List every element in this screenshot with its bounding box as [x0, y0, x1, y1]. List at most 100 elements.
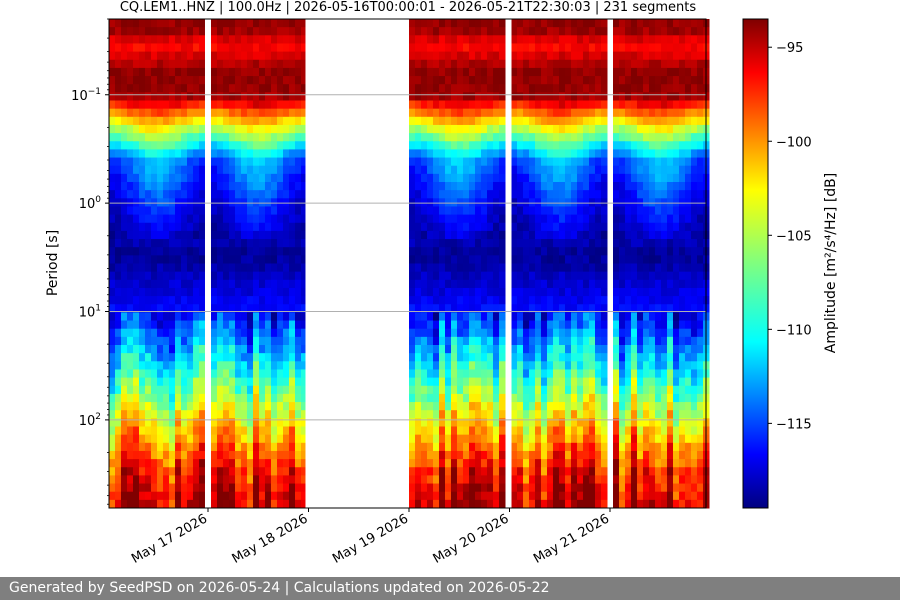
heatmap-cell [529, 19, 536, 28]
heatmap-cell [487, 239, 494, 248]
heatmap-cell [595, 271, 602, 281]
heatmap-cell [445, 190, 452, 199]
heatmap-cell [481, 108, 488, 118]
heatmap-cell [283, 27, 290, 36]
heatmap-cell [295, 141, 302, 150]
heatmap-cell [481, 442, 488, 452]
heatmap-cell [541, 287, 548, 297]
heatmap-cell [673, 239, 680, 248]
heatmap-cell [175, 19, 182, 28]
heatmap-cell [643, 499, 650, 509]
heatmap-cell [211, 467, 218, 476]
heatmap-cell [409, 296, 416, 305]
heatmap-cell [685, 239, 692, 248]
heatmap-cell [577, 263, 584, 273]
heatmap-cell [217, 483, 224, 493]
heatmap-cell [223, 296, 230, 305]
heatmap-cell [145, 92, 152, 101]
heatmap-cell [583, 377, 590, 387]
heatmap-cell [121, 19, 128, 28]
heatmap-cell [571, 271, 578, 281]
heatmap-cell [283, 100, 290, 110]
heatmap-cell [181, 353, 188, 362]
heatmap-cell [451, 116, 458, 126]
heatmap-cell [421, 418, 428, 427]
heatmap-cell [109, 450, 116, 460]
heatmap-cell [637, 157, 644, 167]
heatmap-cell [277, 133, 284, 142]
heatmap-cell [487, 51, 494, 61]
heatmap-cell [577, 377, 584, 387]
heatmap-cell [163, 353, 170, 362]
heatmap-cell [163, 124, 170, 134]
heatmap-cell [265, 385, 272, 395]
heatmap-cell [541, 328, 548, 338]
heatmap-cell [697, 361, 704, 370]
heatmap-cell [139, 304, 146, 313]
heatmap-cell [115, 296, 122, 305]
heatmap-cell [469, 149, 476, 159]
heatmap-cell [175, 312, 182, 322]
heatmap-cell [571, 182, 578, 191]
heatmap-cell [253, 239, 260, 248]
heatmap-cell [541, 271, 548, 281]
heatmap-cell [595, 361, 602, 370]
heatmap-cell [481, 467, 488, 476]
heatmap-cell [649, 483, 656, 493]
heatmap-cell [631, 182, 638, 191]
heatmap-cell [595, 149, 602, 159]
heatmap-cell [595, 467, 602, 476]
heatmap-cell [601, 328, 608, 338]
heatmap-cell [259, 499, 266, 509]
heatmap-cell [163, 35, 170, 44]
heatmap-cell [127, 116, 134, 126]
heatmap-cell [109, 467, 116, 476]
heatmap-cell [697, 271, 704, 281]
heatmap-cell [643, 369, 650, 379]
heatmap-cell [481, 27, 488, 36]
heatmap-cell [181, 100, 188, 110]
heatmap-cell [163, 279, 170, 289]
heatmap-cell [241, 467, 248, 476]
heatmap-cell [223, 410, 230, 419]
heatmap-cell [499, 100, 506, 110]
heatmap-cell [181, 402, 188, 411]
heatmap-cell [541, 393, 548, 403]
heatmap-cell [139, 124, 146, 134]
heatmap-cell [433, 67, 440, 77]
heatmap-cell [175, 410, 182, 419]
heatmap-cell [301, 51, 308, 61]
heatmap-cell [193, 84, 200, 93]
heatmap-cell [697, 328, 704, 338]
heatmap-cell [643, 92, 650, 101]
heatmap-cell [691, 100, 698, 110]
colorbar-tick-label: −95 [776, 41, 803, 56]
heatmap-cell [493, 35, 500, 44]
heatmap-cell [271, 475, 278, 485]
heatmap-cell [175, 84, 182, 93]
heatmap-cell [469, 124, 476, 134]
heatmap-cell [619, 385, 626, 395]
heatmap-cell [475, 402, 482, 411]
heatmap-cell [523, 434, 530, 444]
heatmap-cell [439, 483, 446, 493]
heatmap-cell [421, 116, 428, 126]
heatmap-cell [277, 76, 284, 85]
heatmap-cell [691, 108, 698, 118]
heatmap-cell [301, 361, 308, 370]
heatmap-cell [277, 377, 284, 387]
heatmap-cell [451, 426, 458, 436]
heatmap-cell [667, 255, 674, 264]
heatmap-cell [679, 247, 686, 256]
heatmap-cell [511, 173, 518, 183]
heatmap-cell [475, 247, 482, 256]
heatmap-cell [247, 377, 254, 387]
heatmap-cell [127, 296, 134, 305]
heatmap-cell [577, 182, 584, 191]
heatmap-cell [433, 222, 440, 232]
heatmap-cell [517, 247, 524, 256]
heatmap-cell [697, 377, 704, 387]
heatmap-cell [643, 59, 650, 69]
heatmap-cell [229, 263, 236, 273]
heatmap-cell [517, 214, 524, 224]
